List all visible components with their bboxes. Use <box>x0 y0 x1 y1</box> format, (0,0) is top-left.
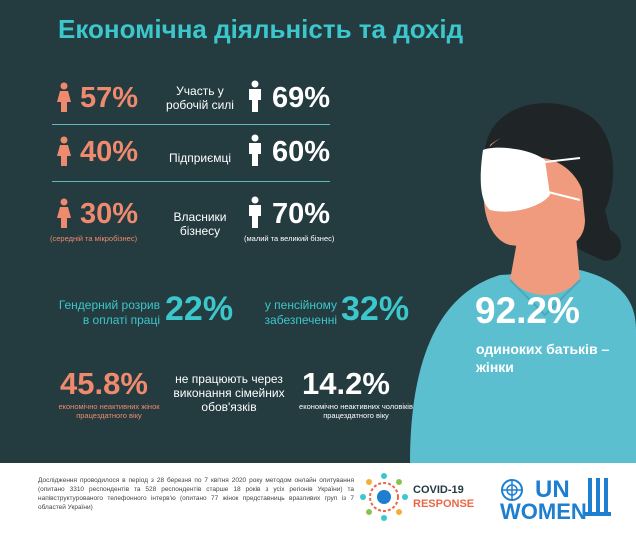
women-value: 57% <box>80 82 139 114</box>
row-label: Підприємці <box>168 151 232 165</box>
row-business-owners: 30% (середній та мікробізнес) Власники б… <box>0 194 420 254</box>
divider <box>52 181 330 182</box>
single-parents-label: одиноких батьків – жінки <box>476 341 610 375</box>
women-value: 30% <box>80 198 139 230</box>
single-parents-value: 92.2% <box>475 290 580 331</box>
gender-gap-label: Гендерний розрив в оплаті праці <box>58 298 160 327</box>
men-value: 60% <box>272 136 331 168</box>
women-wordmark: WOMEN <box>500 499 587 524</box>
pension-value: 32% <box>341 290 410 328</box>
women-value: 40% <box>80 136 139 168</box>
inactive-women-note: економічно неактивних жінок працездатног… <box>58 402 160 420</box>
infographic-panel: Економічна діяльність та дохід 57% Участ… <box>0 0 636 463</box>
row-label: Участь у робочій силі <box>166 84 234 112</box>
footer-methodology: Дослідження проводилося в період з 28 бе… <box>38 477 354 511</box>
inactive-label: не працюють через виконання сімейних обо… <box>173 372 285 414</box>
wheat-icon <box>585 478 611 516</box>
un-wordmark: UN <box>535 476 570 503</box>
inactive-men-note: економічно неактивних чоловіків працезда… <box>299 402 413 420</box>
men-value: 69% <box>272 82 331 114</box>
woman-icon <box>56 82 72 112</box>
covid-response-logo <box>360 473 408 521</box>
man-icon <box>247 80 263 112</box>
man-icon <box>247 134 263 166</box>
inactive-men-value: 14.2% <box>302 366 390 401</box>
row-labour-force: 57% Участь у робочій силі 69% <box>0 78 420 138</box>
row-entrepreneurs: 40% Підприємці 60% <box>0 134 420 194</box>
woman-icon <box>56 198 72 228</box>
woman-icon <box>56 136 72 166</box>
row-label: Власники бізнесу <box>173 210 227 238</box>
pension-label: у пенсійному забезпеченні <box>264 298 337 327</box>
covid-response-title: COVID-19 <box>413 484 464 496</box>
divider <box>52 124 330 125</box>
page-title: Економічна діяльність та дохід <box>58 14 464 44</box>
gender-gap-value: 22% <box>165 290 234 328</box>
woman-illustration <box>410 103 636 463</box>
covid-response-subtitle: RESPONSE <box>413 498 475 510</box>
men-value: 70% <box>272 198 331 230</box>
women-note: (середній та мікробізнес) <box>50 234 138 243</box>
un-emblem-icon <box>501 479 523 501</box>
inactive-women-value: 45.8% <box>60 366 148 401</box>
man-icon <box>247 196 263 228</box>
men-note: (малий та великий бізнес) <box>244 234 335 243</box>
